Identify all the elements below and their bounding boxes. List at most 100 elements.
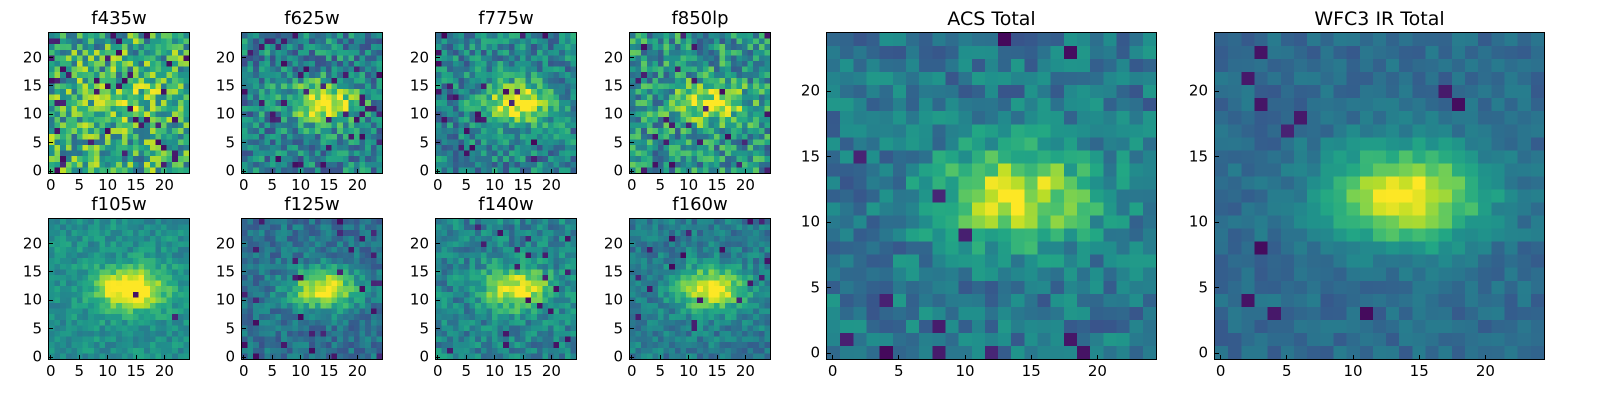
- panel-title: f435w: [91, 8, 147, 29]
- y-tick-mark: [629, 113, 634, 115]
- y-tick-mark: [826, 221, 831, 223]
- image-f140w: [435, 218, 577, 360]
- x-tick-label: 10: [98, 362, 118, 380]
- x-tick-label: 0: [1215, 362, 1226, 380]
- x-tick-mark: [522, 169, 524, 174]
- y-tick-label: 10: [215, 290, 235, 309]
- y-tick-mark: [241, 142, 246, 144]
- y-tick-label: 10: [409, 104, 429, 123]
- x-tick-label: 10: [679, 362, 699, 380]
- x-tick-label: 10: [291, 362, 311, 380]
- y-tick-mark: [48, 243, 53, 245]
- panel-f105w: f105w 0 5 10 15 20 0 5 10 15 20: [23, 194, 190, 379]
- x-tick-label: 5: [74, 176, 85, 194]
- y-tick-mark: [48, 356, 53, 358]
- y-tick-label: 5: [225, 319, 235, 338]
- x-tick-mark: [659, 169, 661, 174]
- x-tick-label: 20: [1087, 362, 1107, 380]
- y-tick-mark: [826, 90, 831, 92]
- panel-title: f105w: [91, 194, 147, 215]
- x-tick-mark: [688, 169, 690, 174]
- panel-title: ACS Total: [947, 8, 1036, 30]
- x-tick-mark: [107, 355, 109, 360]
- x-tick-mark: [356, 169, 358, 174]
- x-tick-mark: [271, 169, 273, 174]
- y-tick-label: 15: [215, 76, 235, 95]
- x-tick-mark: [78, 355, 80, 360]
- x-tick-mark: [163, 355, 165, 360]
- x-tick-label: 10: [679, 176, 699, 194]
- x-tick-mark: [522, 355, 524, 360]
- y-tick-label: 10: [1188, 212, 1208, 231]
- y-tick-label: 10: [215, 104, 235, 123]
- panel-title: f140w: [478, 194, 534, 215]
- x-tick-mark: [78, 169, 80, 174]
- x-tick-mark: [300, 355, 302, 360]
- x-tick-label: 10: [98, 176, 118, 194]
- y-tick-mark: [435, 113, 440, 115]
- y-tick-mark: [48, 170, 53, 172]
- y-tick-mark: [435, 57, 440, 59]
- x-tick-label: 10: [1343, 362, 1363, 380]
- x-tick-label: 5: [461, 176, 472, 194]
- y-tick-mark: [1214, 352, 1219, 354]
- y-tick-label: 20: [1188, 81, 1208, 100]
- x-tick-mark: [271, 355, 273, 360]
- image-f160w: [629, 218, 771, 360]
- y-tick-mark: [241, 356, 246, 358]
- y-tick-label: 10: [603, 290, 623, 309]
- x-tick-label: 5: [894, 362, 904, 380]
- y-tick-mark: [241, 328, 246, 330]
- x-tick-label: 15: [1409, 362, 1429, 380]
- y-tick-mark: [1214, 90, 1219, 92]
- x-tick-label: 10: [485, 176, 505, 194]
- image-f125w: [241, 218, 383, 360]
- y-tick-label: 0: [810, 343, 820, 362]
- y-tick-label: 0: [32, 161, 42, 180]
- y-tick-mark: [48, 85, 53, 87]
- x-tick-label: 20: [735, 176, 755, 194]
- x-tick-mark: [135, 169, 137, 174]
- x-tick-label: 0: [239, 176, 249, 194]
- image-f105w: [48, 218, 190, 360]
- y-tick-mark: [241, 85, 246, 87]
- x-tick-label: 0: [433, 362, 443, 380]
- y-tick-mark: [48, 113, 53, 115]
- image-f850lp: [629, 32, 771, 174]
- y-tick-mark: [826, 287, 831, 289]
- panel-f140w: f140w 0 5 10 15 20 0 5 10 15 20: [410, 194, 577, 379]
- y-tick-label: 20: [215, 48, 235, 67]
- y-tick-label: 0: [419, 161, 429, 180]
- y-tick-mark: [48, 271, 53, 273]
- x-tick-label: 5: [655, 176, 666, 194]
- y-tick-label: 0: [613, 347, 623, 366]
- x-tick-mark: [494, 169, 496, 174]
- x-tick-label: 20: [541, 362, 561, 380]
- y-tick-label: 15: [800, 147, 820, 166]
- y-tick-label: 5: [810, 278, 820, 297]
- x-tick-label: 10: [485, 362, 505, 380]
- y-tick-label: 15: [22, 262, 42, 281]
- y-tick-mark: [629, 243, 634, 245]
- image-f775w: [435, 32, 577, 174]
- y-tick-label: 0: [225, 161, 235, 180]
- y-tick-label: 20: [409, 48, 429, 67]
- image-wfc3-ir-total: [1214, 32, 1545, 360]
- y-tick-mark: [629, 142, 634, 144]
- x-tick-mark: [1286, 355, 1288, 360]
- x-tick-mark: [135, 355, 137, 360]
- y-tick-mark: [1214, 287, 1219, 289]
- x-tick-label: 20: [1475, 362, 1495, 380]
- y-tick-label: 20: [603, 48, 623, 67]
- x-tick-label: 0: [627, 362, 637, 380]
- x-tick-label: 15: [707, 176, 727, 194]
- y-tick-label: 5: [1198, 278, 1208, 297]
- y-tick-mark: [48, 299, 53, 301]
- x-tick-label: 15: [513, 362, 533, 380]
- x-tick-mark: [328, 169, 330, 174]
- x-tick-mark: [832, 355, 834, 360]
- y-tick-label: 15: [409, 76, 429, 95]
- y-tick-mark: [435, 356, 440, 358]
- y-tick-mark: [435, 85, 440, 87]
- x-tick-mark: [716, 169, 718, 174]
